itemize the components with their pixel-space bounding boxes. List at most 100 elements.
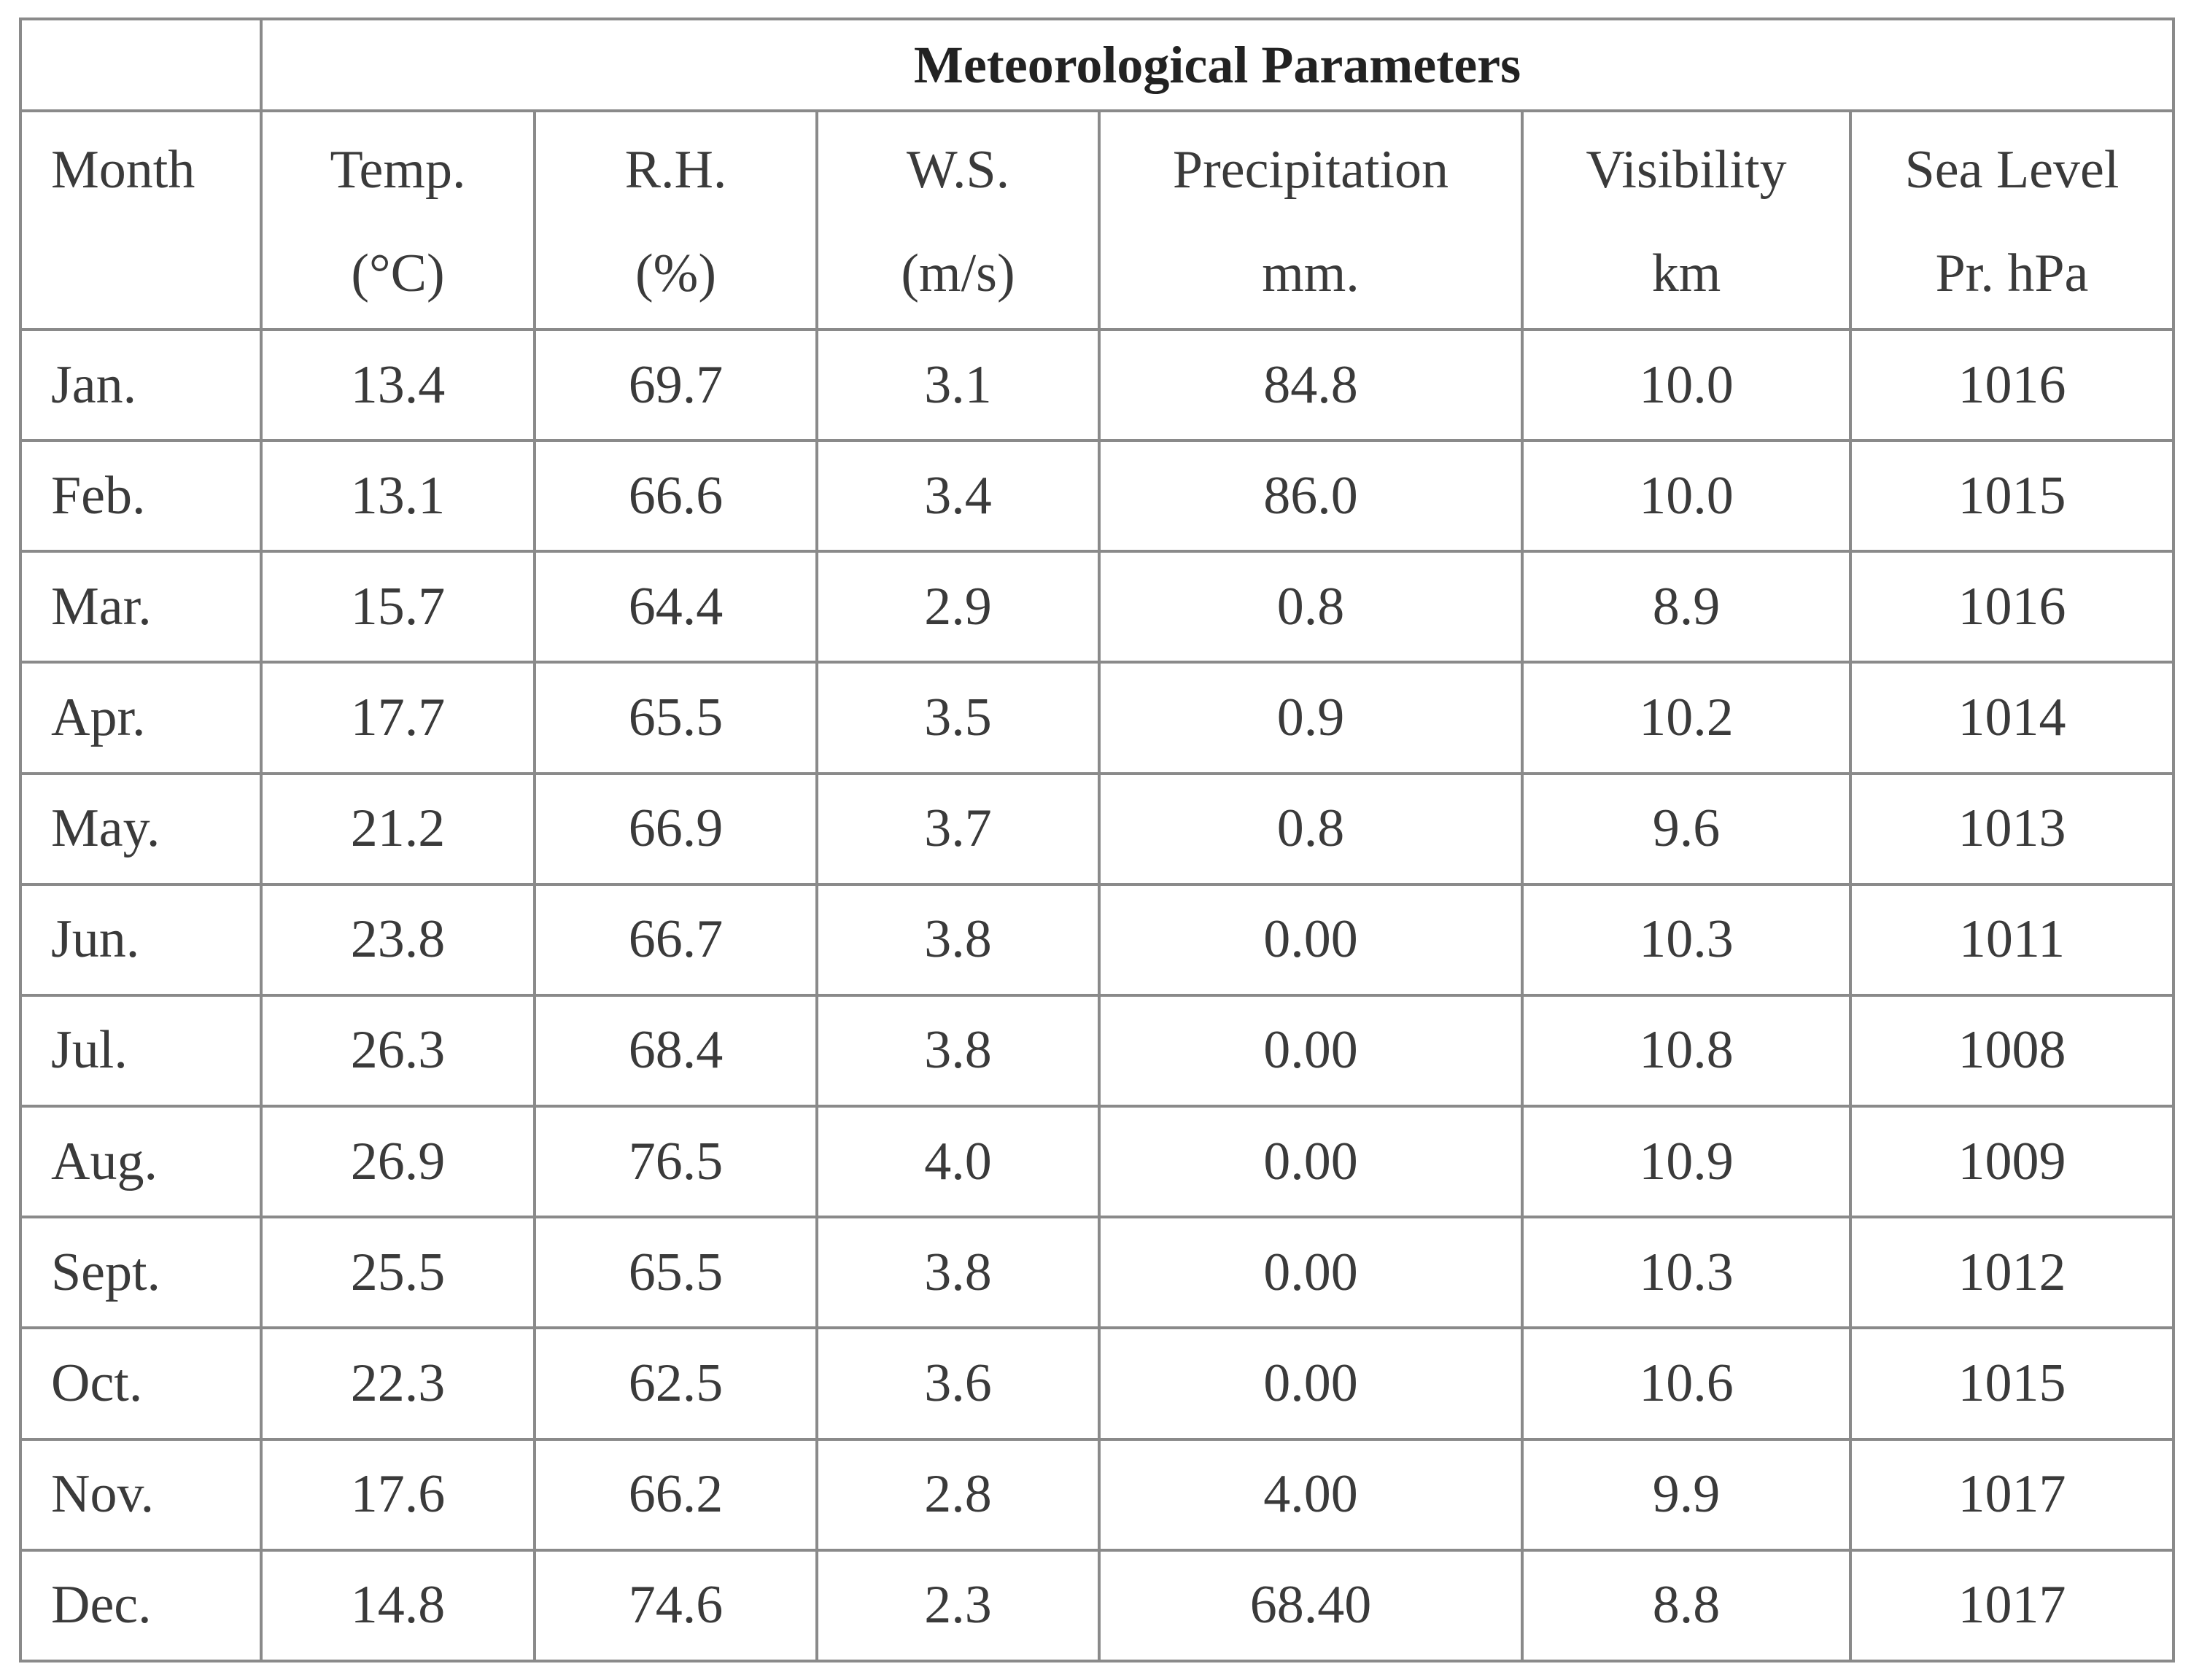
table-row: Oct. 22.3 62.5 3.6 0.00 10.6 1015: [19, 1326, 2176, 1441]
rh-cell: 66.2: [533, 1437, 818, 1552]
visibility-cell: 10.0: [1521, 439, 1852, 553]
rh-cell: 66.7: [533, 882, 818, 997]
ws-cell: 4.0: [815, 1105, 1101, 1219]
month-cell: Feb.: [19, 439, 263, 553]
visibility-cell: 10.8: [1521, 993, 1852, 1108]
column-header-line1: Sea Level: [1904, 140, 2120, 200]
temp-cell: 23.8: [260, 882, 536, 997]
temp-cell: 22.3: [260, 1326, 536, 1441]
sea-level-pressure-cell: 1009: [1848, 1105, 2176, 1219]
ws-cell: 2.9: [815, 550, 1101, 664]
table-row: Dec. 14.8 74.6 2.3 68.40 8.8 1017: [19, 1548, 2176, 1663]
sea-level-pressure-cell: 1016: [1848, 327, 2176, 443]
temp-cell: 15.7: [260, 550, 536, 664]
ws-cell: 2.8: [815, 1437, 1101, 1552]
temp-cell: 14.8: [260, 1548, 536, 1663]
rh-cell: 62.5: [533, 1326, 818, 1441]
ws-cell: 2.3: [815, 1548, 1101, 1663]
column-header-row: Month Temp. (°C) R.H. (%) W.S. (m/s) Pre…: [19, 109, 2176, 331]
rh-cell: 64.4: [533, 550, 818, 664]
temp-cell: 13.1: [260, 439, 536, 553]
table-row: Apr. 17.7 65.5 3.5 0.9 10.2 1014: [19, 661, 2176, 775]
column-header-line1: Month: [51, 140, 195, 200]
ws-cell: 3.4: [815, 439, 1101, 553]
month-cell: Dec.: [19, 1548, 263, 1663]
sea-level-pressure-cell: 1017: [1848, 1437, 2176, 1552]
column-header-temp: Temp. (°C): [260, 109, 536, 331]
ws-cell: 3.8: [815, 1216, 1101, 1330]
rh-cell: 65.5: [533, 661, 818, 775]
ws-cell: 3.7: [815, 771, 1101, 886]
column-header-line1: Temp.: [330, 140, 466, 200]
table-row: Feb. 13.1 66.6 3.4 86.0 10.0 1015: [19, 439, 2176, 553]
temp-cell: 21.2: [260, 771, 536, 886]
rh-cell: 69.7: [533, 327, 818, 443]
ws-cell: 3.8: [815, 882, 1101, 997]
month-cell: May.: [19, 771, 263, 886]
visibility-cell: 8.9: [1521, 550, 1852, 664]
precipitation-cell: 0.00: [1098, 882, 1524, 997]
sea-level-pressure-cell: 1015: [1848, 439, 2176, 553]
visibility-cell: 10.2: [1521, 661, 1852, 775]
visibility-cell: 10.9: [1521, 1105, 1852, 1219]
column-header-visibility: Visibility km: [1521, 109, 1852, 331]
month-cell: Jul.: [19, 993, 263, 1108]
table-row: Sept. 25.5 65.5 3.8 0.00 10.3 1012: [19, 1216, 2176, 1330]
ws-cell: 3.8: [815, 993, 1101, 1108]
sea-level-pressure-cell: 1013: [1848, 771, 2176, 886]
group-header-row: Meteorological Parameters: [19, 18, 2176, 112]
month-cell: Nov.: [19, 1437, 263, 1552]
visibility-cell: 10.0: [1521, 327, 1852, 443]
visibility-cell: 9.6: [1521, 771, 1852, 886]
precipitation-cell: 0.00: [1098, 1326, 1524, 1441]
rh-cell: 66.6: [533, 439, 818, 553]
sea-level-pressure-cell: 1014: [1848, 661, 2176, 775]
column-header-sea-level-pressure: Sea Level Pr. hPa: [1848, 109, 2176, 331]
sea-level-pressure-cell: 1011: [1848, 882, 2176, 997]
month-cell: Sept.: [19, 1216, 263, 1330]
precipitation-cell: 68.40: [1098, 1548, 1524, 1663]
precipitation-cell: 0.8: [1098, 771, 1524, 886]
rh-cell: 68.4: [533, 993, 818, 1108]
month-cell: Aug.: [19, 1105, 263, 1219]
ws-cell: 3.5: [815, 661, 1101, 775]
table-row: May. 21.2 66.9 3.7 0.8 9.6 1013: [19, 771, 2176, 886]
column-header-line2: (°C): [351, 244, 445, 303]
sea-level-pressure-cell: 1016: [1848, 550, 2176, 664]
meteorological-table: Meteorological Parameters Month Temp. (°…: [19, 18, 2176, 1663]
visibility-cell: 10.3: [1521, 1216, 1852, 1330]
month-cell: Oct.: [19, 1326, 263, 1441]
table-body: Jan. 13.4 69.7 3.1 84.8 10.0 1016 Feb. 13.1 66.6 3…: [19, 327, 2176, 1663]
precipitation-cell: 86.0: [1098, 439, 1524, 553]
rh-cell: 65.5: [533, 1216, 818, 1330]
ws-cell: 3.6: [815, 1326, 1101, 1441]
temp-cell: 17.7: [260, 661, 536, 775]
temp-cell: 25.5: [260, 1216, 536, 1330]
month-cell: Apr.: [19, 661, 263, 775]
column-header-line1: Precipitation: [1172, 140, 1449, 200]
column-header-line1: R.H.: [624, 140, 727, 200]
table-row: Aug. 26.9 76.5 4.0 0.00 10.9 1009: [19, 1105, 2176, 1219]
precipitation-cell: 0.00: [1098, 1216, 1524, 1330]
sea-level-pressure-cell: 1015: [1848, 1326, 2176, 1441]
column-header-line2: (m/s): [901, 244, 1015, 303]
temp-cell: 26.3: [260, 993, 536, 1108]
month-cell: Mar.: [19, 550, 263, 664]
column-header-line2: mm.: [1262, 244, 1360, 303]
group-title: Meteorological Parameters: [259, 18, 2176, 112]
temp-cell: 17.6: [260, 1437, 536, 1552]
table-row: Jul. 26.3 68.4 3.8 0.00 10.8 1008: [19, 993, 2176, 1108]
sea-level-pressure-cell: 1017: [1848, 1548, 2176, 1663]
sea-level-pressure-cell: 1012: [1848, 1216, 2176, 1330]
precipitation-cell: 0.9: [1098, 661, 1524, 775]
column-header-line1: Visibility: [1586, 140, 1787, 200]
precipitation-cell: 0.00: [1098, 993, 1524, 1108]
month-cell: Jun.: [19, 882, 263, 997]
temp-cell: 13.4: [260, 327, 536, 443]
month-cell: Jan.: [19, 327, 263, 443]
table-row: Mar. 15.7 64.4 2.9 0.8 8.9 1016: [19, 550, 2176, 664]
precipitation-cell: 0.00: [1098, 1105, 1524, 1219]
precipitation-cell: 84.8: [1098, 327, 1524, 443]
rh-cell: 76.5: [533, 1105, 818, 1219]
column-header-line2: Pr. hPa: [1935, 244, 2089, 303]
